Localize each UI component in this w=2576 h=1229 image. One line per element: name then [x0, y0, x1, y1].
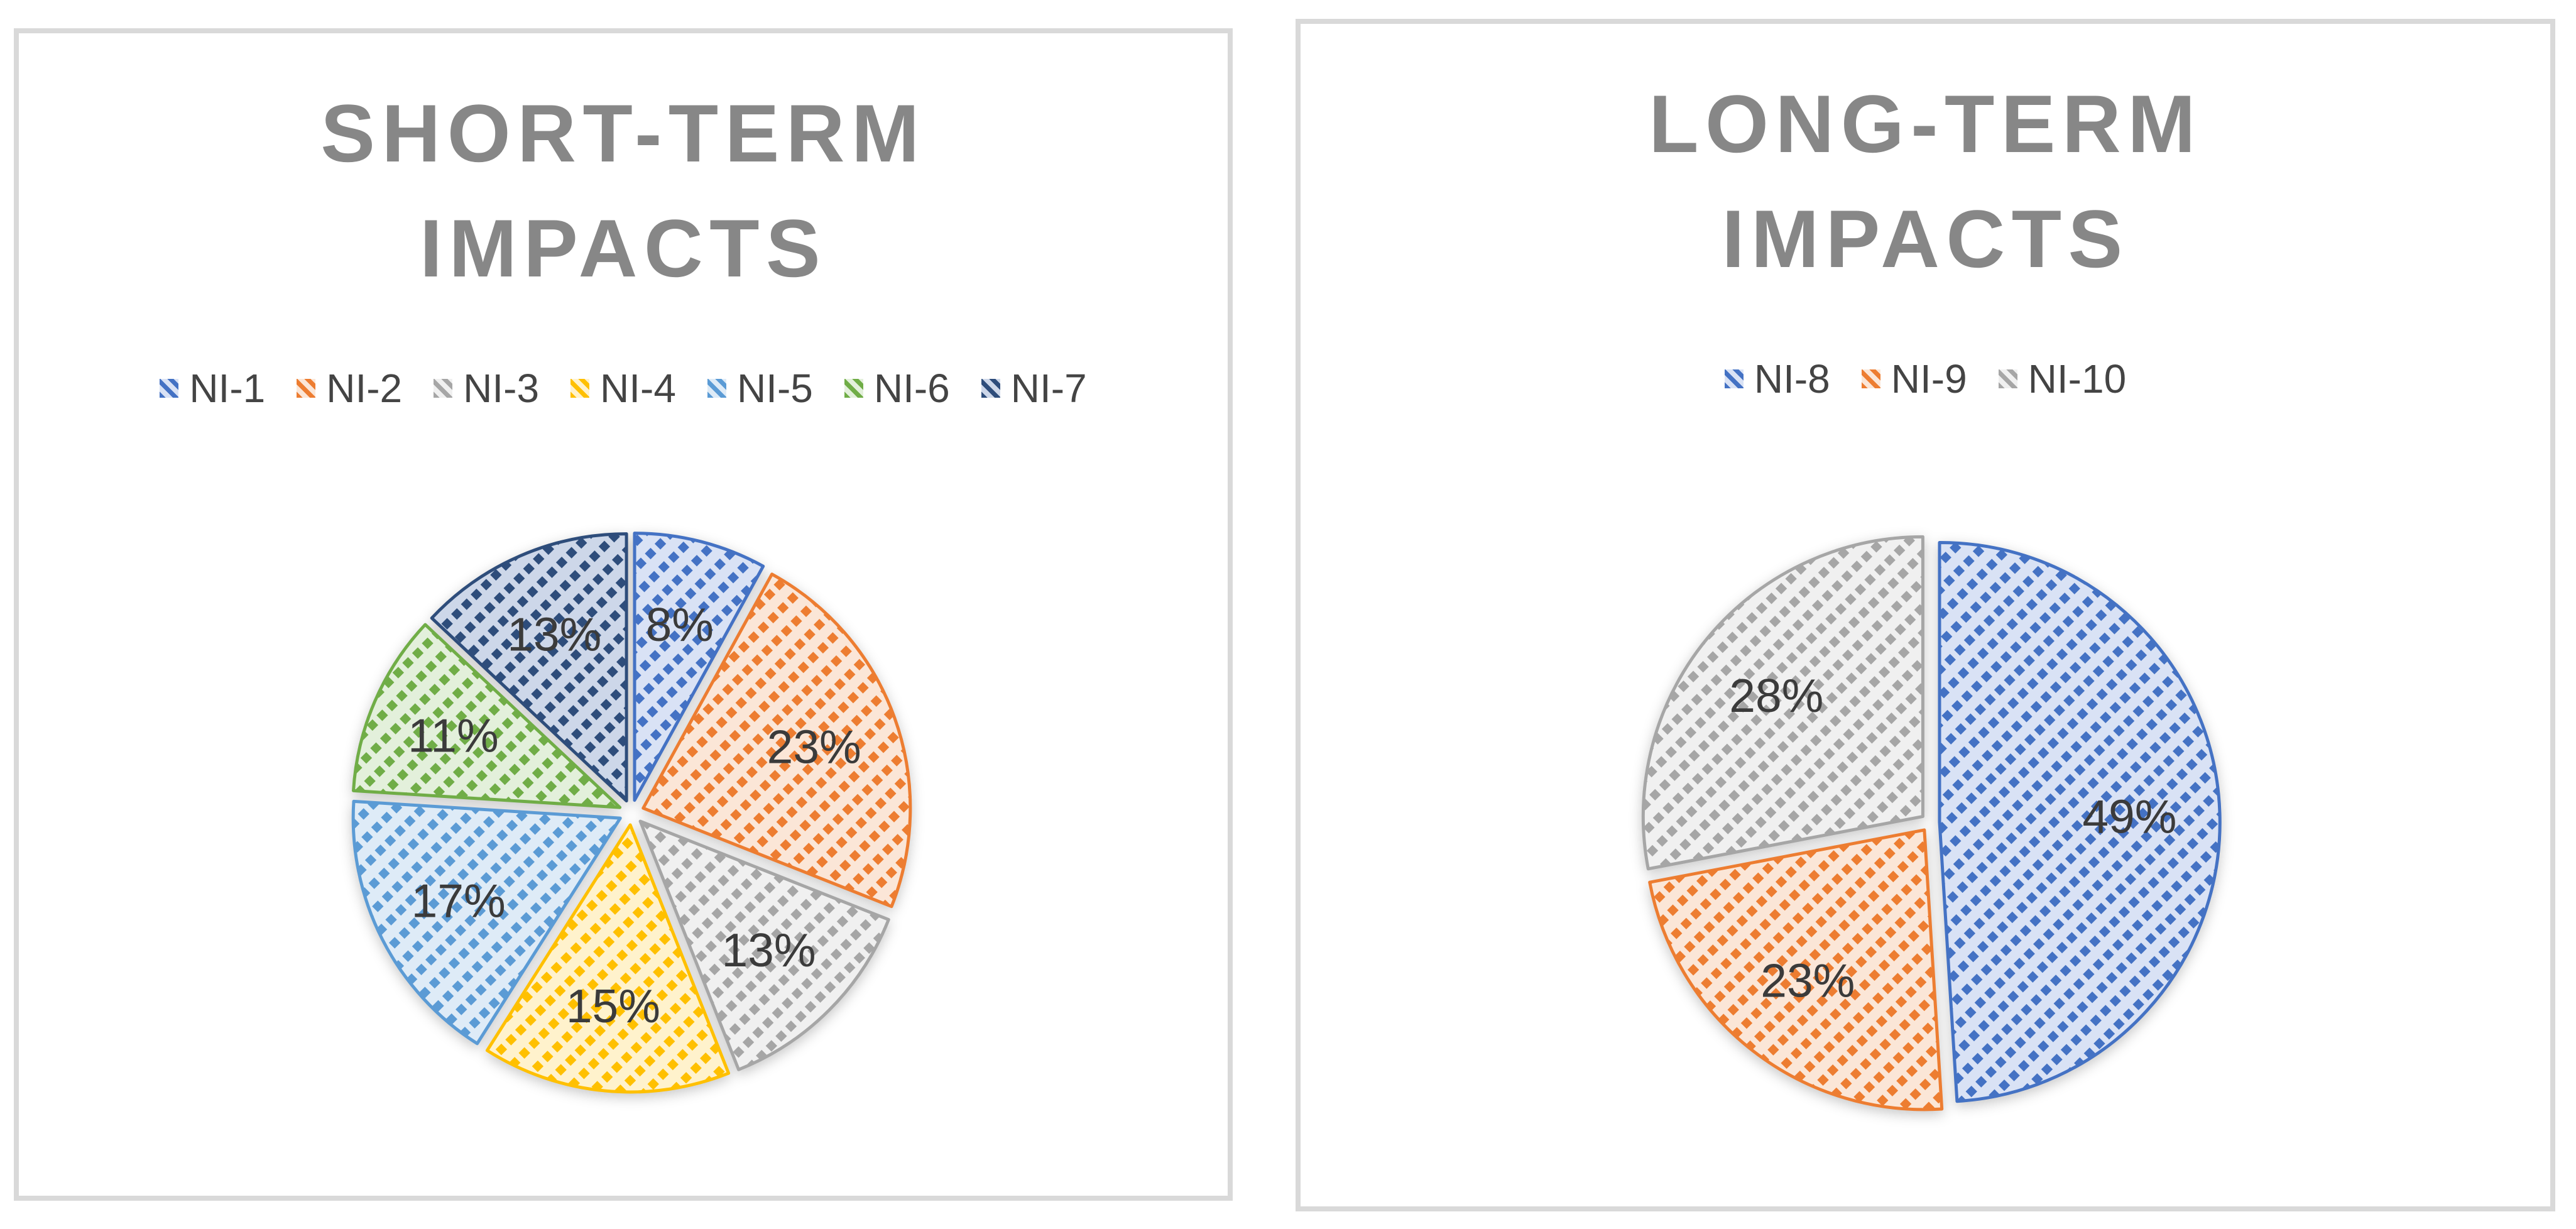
legend-label: NI-4	[600, 366, 676, 411]
legend-label: NI-3	[463, 366, 540, 411]
pie-slice-ni-10	[1641, 535, 1924, 871]
slice-percent-label: 13%	[721, 924, 816, 976]
legend-swatch-icon	[844, 379, 863, 398]
legend-label: NI-2	[326, 366, 403, 411]
slice-percent-label: 17%	[412, 875, 506, 927]
legend-swatch-icon	[434, 379, 453, 398]
legend-item-ni-2: NI-2	[297, 365, 402, 412]
legend-label: NI-6	[873, 366, 950, 411]
long-term-chart-panel: LONG-TERM IMPACTS NI-8 NI-9 NI-10 49% 23% 28…	[1296, 19, 2555, 1211]
chart-title: LONG-TERM IMPACTS	[1649, 78, 2202, 285]
short-term-chart-panel: SHORT-TERM IMPACTS NI-1 NI-2 NI-3 NI-4 NI-5 N…	[14, 28, 1233, 1201]
chart-title: SHORT-TERM IMPACTS	[320, 87, 926, 295]
legend-swatch-icon	[981, 379, 1000, 398]
legend-item-ni-10: NI-10	[1998, 356, 2127, 402]
slice-percent-label: 13%	[507, 608, 601, 661]
slice-percent-label: 49%	[2082, 790, 2176, 843]
pie-slice-ni-9	[1648, 828, 1944, 1112]
legend-swatch-icon	[1724, 369, 1744, 388]
legend-item-ni-7: NI-7	[981, 365, 1087, 412]
pie-slice-ni-7	[430, 532, 628, 803]
legend-item-ni-6: NI-6	[844, 365, 950, 412]
legend-item-ni-5: NI-5	[707, 365, 813, 412]
legend-label: NI-1	[189, 366, 266, 411]
chart-legend: NI-1 NI-2 NI-3 NI-4 NI-5 NI-6 NI-7	[19, 365, 1228, 412]
legend-label: NI-7	[1010, 366, 1087, 411]
pie-slice-ni-1	[633, 532, 765, 802]
legend-label: NI-10	[2028, 356, 2127, 401]
legend-swatch-icon	[570, 379, 590, 398]
slice-percent-label: 28%	[1729, 669, 1823, 722]
pie-slice-ni-6	[352, 623, 622, 809]
pie-slice-ni-5	[351, 799, 622, 1046]
pie-slice-ni-2	[641, 572, 912, 909]
pie-slice-ni-3	[638, 819, 890, 1071]
pie-slice-ni-4	[485, 823, 731, 1094]
legend-swatch-icon	[160, 379, 179, 398]
slice-percent-label: 23%	[767, 721, 861, 773]
pie-slice-ni-8	[1938, 540, 2222, 1103]
legend-label: NI-8	[1754, 356, 1830, 401]
legend-item-ni-1: NI-1	[160, 365, 265, 412]
legend-item-ni-3: NI-3	[434, 365, 539, 412]
slice-percent-label: 8%	[646, 598, 714, 651]
legend-label: NI-5	[736, 366, 813, 411]
slice-percent-label: 15%	[566, 980, 660, 1032]
legend-swatch-icon	[297, 379, 316, 398]
legend-item-ni-4: NI-4	[570, 365, 676, 412]
legend-swatch-icon	[1861, 369, 1880, 388]
legend-item-ni-9: NI-9	[1861, 356, 1967, 402]
slice-percent-label: 11%	[408, 709, 499, 762]
chart-legend: NI-8 NI-9 NI-10	[1301, 356, 2550, 402]
legend-item-ni-8: NI-8	[1724, 356, 1830, 402]
legend-label: NI-9	[1891, 356, 1967, 401]
legend-swatch-icon	[707, 379, 726, 398]
legend-swatch-icon	[1998, 369, 2017, 388]
slice-percent-label: 23%	[1760, 954, 1855, 1007]
